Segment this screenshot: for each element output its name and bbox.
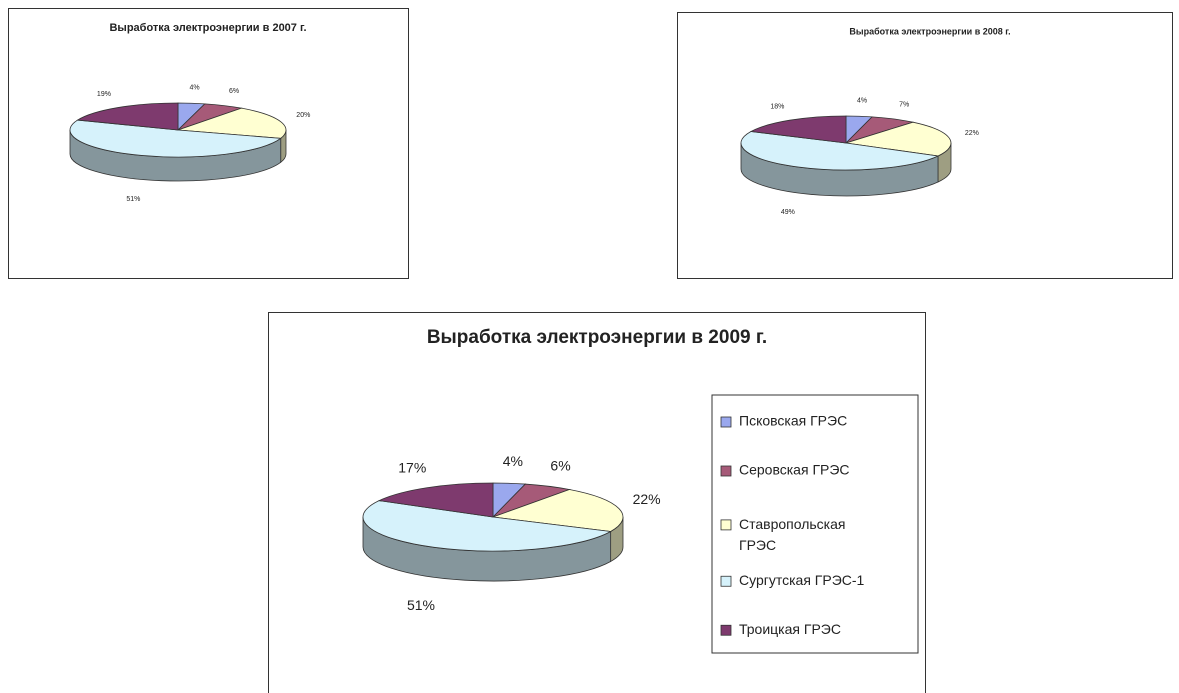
data-label: 4%: [857, 98, 867, 105]
legend-swatch: [720, 575, 732, 587]
legend-swatch: [720, 416, 732, 428]
pie-slice: [377, 482, 494, 518]
pie-slice: [845, 121, 952, 157]
pie-slice: [740, 131, 940, 171]
data-label: 7%: [899, 102, 909, 109]
legend-label: Ставропольская ГРЭС: [739, 516, 845, 553]
legend-swatch: [720, 465, 732, 477]
pie-slice: [177, 107, 287, 139]
data-label: 4%: [189, 85, 199, 92]
legend-label: Серовская ГРЭС: [739, 462, 850, 478]
data-label: 19%: [97, 91, 111, 98]
chart-frame: [8, 8, 409, 279]
legend-swatch: [720, 519, 732, 531]
legend-label: Троицкая ГРЭС: [739, 621, 841, 637]
data-label: 22%: [965, 130, 979, 137]
data-label: 18%: [770, 104, 784, 111]
data-label: 22%: [633, 491, 661, 507]
legend-label: Псковская ГРЭС: [739, 413, 847, 429]
data-label: 51%: [126, 196, 140, 203]
data-label: 6%: [229, 88, 239, 95]
data-label: 4%: [503, 453, 523, 469]
chart-title: Выработка электроэнергии в 2007 г.: [109, 22, 306, 34]
chart-frame: [268, 312, 926, 693]
chart-frame: [677, 12, 1173, 279]
pie-slice: [76, 102, 179, 131]
data-label: 20%: [296, 112, 310, 119]
data-label: 51%: [407, 597, 435, 613]
pie-slice: [749, 115, 847, 144]
legend-label: Сургутская ГРЭС-1: [739, 572, 865, 588]
data-label: 17%: [398, 460, 426, 476]
data-label: 6%: [550, 457, 570, 473]
chart-title: Выработка электроэнергии в 2009 г.: [427, 327, 767, 348]
legend-swatch: [720, 624, 732, 636]
data-label: 49%: [781, 209, 795, 216]
chart-title: Выработка электроэнергии в 2008 г.: [849, 26, 1010, 36]
legend-box: [711, 394, 919, 654]
pie-slice: [69, 119, 282, 158]
pie-slice: [362, 500, 612, 552]
